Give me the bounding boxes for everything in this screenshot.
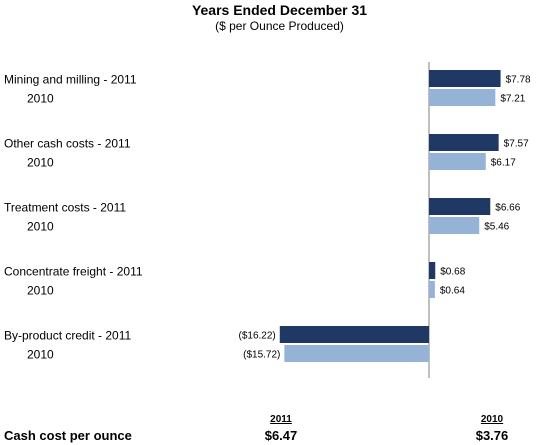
category-label-2-2011: Treatment costs - 2011 [4, 201, 126, 215]
bar-0-2010 [429, 89, 496, 106]
summary-2011-header: 2011 [270, 414, 292, 425]
bar-2-2011 [429, 198, 491, 215]
data-label-4-2011: ($16.22) [239, 331, 276, 342]
bar-4-2011 [279, 326, 429, 343]
bar-3-2011 [429, 262, 436, 279]
category-label-2-2010: 2010 [27, 220, 54, 234]
category-label-3-2010: 2010 [27, 284, 54, 298]
bar-1-2011 [429, 134, 499, 151]
chart-subtitle: ($ per Ounce Produced) [215, 19, 344, 33]
bar-1-2010 [429, 153, 486, 170]
bar-0-2011 [429, 70, 501, 87]
chart-title: Years Ended December 31 [191, 2, 368, 18]
category-label-4-2010: 2010 [27, 348, 54, 362]
data-label-2-2010: $5.46 [484, 222, 509, 233]
summary-2011-value: $6.47 [264, 428, 298, 443]
category-label-1-2011: Other cash costs - 2011 [4, 137, 131, 151]
bar-2-2010 [429, 217, 480, 234]
data-label-3-2010: $0.64 [440, 286, 465, 297]
data-label-0-2011: $7.78 [506, 75, 531, 86]
category-label-3-2011: Concentrate freight - 2011 [4, 265, 143, 279]
category-label-4-2011: By-product credit - 2011 [4, 329, 131, 343]
bar-chart: $7.78 Mining and milling - 2011 $7.21 2010 $… [4, 62, 531, 378]
category-label-0-2011: Mining and milling - 2011 [4, 73, 137, 87]
summary-label: Cash cost per ounce [4, 428, 132, 443]
bar-3-2010 [429, 281, 435, 298]
data-label-2-2011: $6.66 [495, 203, 520, 214]
data-label-1-2011: $7.57 [504, 139, 529, 150]
category-label-1-2010: 2010 [27, 156, 54, 170]
data-label-0-2010: $7.21 [500, 94, 525, 105]
summary-2010-header: 2010 [480, 414, 504, 425]
data-label-4-2010: ($15.72) [243, 350, 280, 361]
category-label-0-2010: 2010 [27, 92, 54, 106]
summary-2010-value: $3.76 [475, 428, 509, 443]
data-label-3-2011: $0.68 [440, 267, 465, 278]
bar-4-2010 [284, 345, 429, 362]
data-label-1-2010: $6.17 [491, 158, 516, 169]
